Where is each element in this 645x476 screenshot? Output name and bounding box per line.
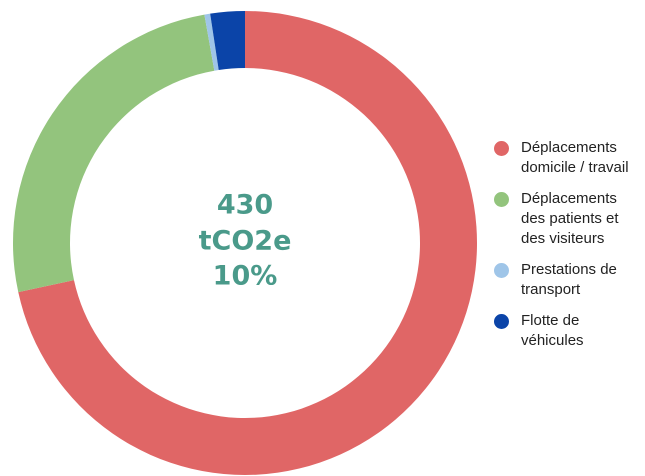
legend-label: Flotte de véhicules [521,312,584,349]
legend-item: Prestations de transport [494,260,639,300]
legend-swatch [494,314,509,329]
legend-swatch [494,263,509,278]
legend-label: Déplacements des patients et des visiteu… [521,190,619,247]
legend-swatch [494,192,509,207]
legend-label: Prestations de transport [521,261,617,298]
center-label: 10% [213,261,278,292]
legend-item: Flotte de véhicules [494,311,639,351]
donut-segment [204,13,219,71]
legend: Déplacements domicile / travail Déplaceme… [494,138,639,362]
legend-item: Déplacements domicile / travail [494,138,639,178]
legend-item: Déplacements des patients et des visiteu… [494,189,639,249]
center-label: tCO2e [199,226,292,257]
legend-swatch [494,141,509,156]
legend-label: Déplacements domicile / travail [521,139,629,176]
donut-segment [210,11,245,70]
donut-segment [12,14,215,293]
center-label: 430 [217,190,273,221]
